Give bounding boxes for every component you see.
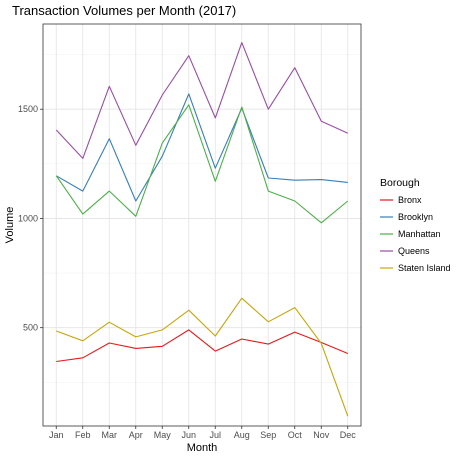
series-lines [55,42,349,417]
y-axis-title: Volume [4,207,16,244]
legend-label-brooklyn: Brooklyn [398,212,433,222]
x-tick-label: Mar [102,430,118,440]
legend-label-manhattan: Manhattan [398,229,441,239]
series-line-staten-island [56,297,349,417]
x-tick-label: Aug [234,430,250,440]
x-tick-label: Jun [181,430,196,440]
series-line-queens [55,42,349,159]
x-tick-label: Jul [209,430,221,440]
y-tick-label: 1500 [18,104,38,114]
x-tick-label: Oct [288,430,303,440]
plot-panel [43,24,361,426]
x-tick-label: Feb [75,430,91,440]
legend: Bronx Brooklyn Manhattan Queens Staten Islan… [380,195,451,273]
x-tick-label: Apr [129,430,143,440]
x-tick-label: Jan [49,430,64,440]
x-tick-label: Dec [340,430,357,440]
x-axis-title: Month [187,442,218,454]
axes: 500 1000 1500 Jan Feb Mar Apr May Jun Jul Aug Sep Oc… [18,104,356,440]
x-tick-label: Nov [313,430,330,440]
series-line-brooklyn [56,93,348,202]
legend-label-bronx: Bronx [398,195,422,205]
series-line-bronx [56,329,349,363]
legend-label-staten-island: Staten Island [398,263,451,273]
legend-title: Borough [380,177,420,189]
x-tick-label: May [154,430,172,440]
y-tick-label: 1000 [18,213,38,223]
x-tick-label: Sep [260,430,276,440]
legend-label-queens: Queens [398,246,430,256]
grid [43,24,361,426]
plot-border [42,23,362,427]
series-line-manhattan [55,104,349,224]
y-tick-label: 500 [23,323,38,333]
chart-title: Transaction Volumes per Month (2017) [12,3,236,18]
